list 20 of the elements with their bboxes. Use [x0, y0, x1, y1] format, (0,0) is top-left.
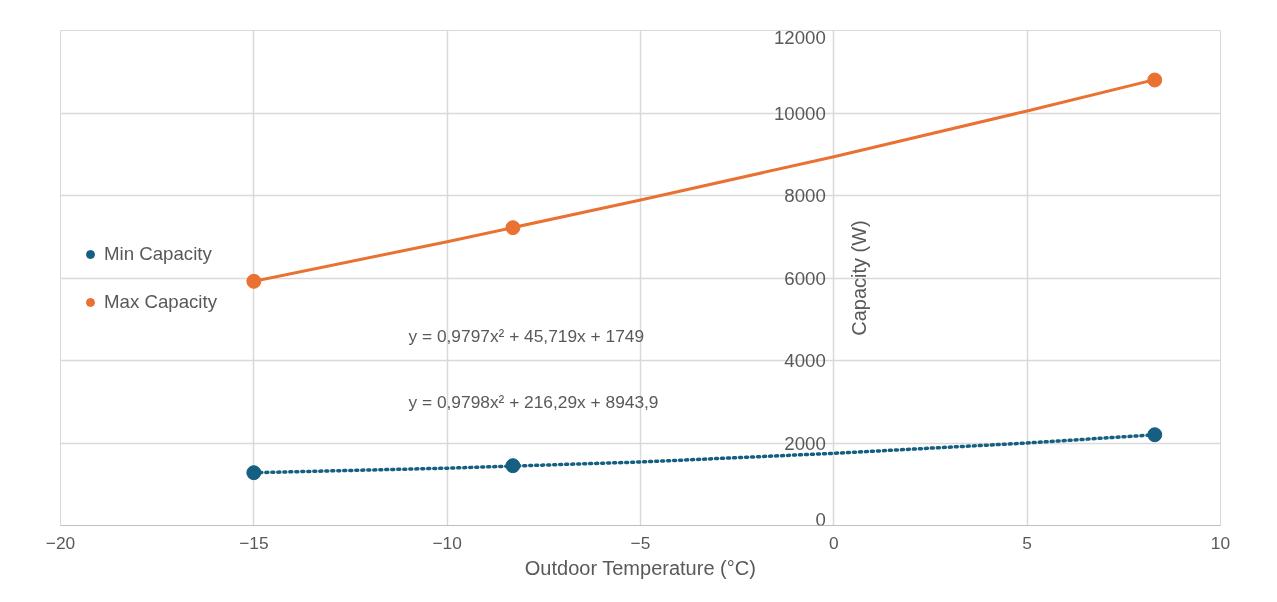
- annotation: y = 0,9798x² + 216,29x + 8943,9: [408, 391, 659, 412]
- x-axis-title: Outdoor Temperature (°C): [524, 556, 756, 579]
- y-tick-label: 10000: [773, 102, 826, 124]
- x-tick-label: −15: [239, 532, 269, 553]
- x-tick-label: −10: [432, 532, 462, 553]
- y-axis-title: Capacity (W): [847, 220, 870, 336]
- x-tick-label: 0: [829, 532, 839, 553]
- y-tick-label: 4000: [784, 350, 826, 371]
- y-tick-label: 2000: [784, 432, 826, 454]
- annotation: y = 0,9797x² + 45,719x + 1749: [408, 325, 645, 346]
- y-tick-label: 6000: [784, 267, 826, 289]
- legend-label: Max Capacity: [104, 290, 218, 313]
- x-tick-label: 5: [1022, 532, 1032, 553]
- x-tick-label: −20: [45, 532, 76, 553]
- y-tick-label: 12000: [773, 26, 826, 48]
- x-tick-label: 10: [1210, 532, 1231, 553]
- y-tick-label: 8000: [784, 185, 826, 206]
- x-tick-label: −5: [630, 532, 651, 553]
- y-tick-label: 0: [815, 508, 826, 530]
- legend-label: Min Capacity: [104, 242, 212, 265]
